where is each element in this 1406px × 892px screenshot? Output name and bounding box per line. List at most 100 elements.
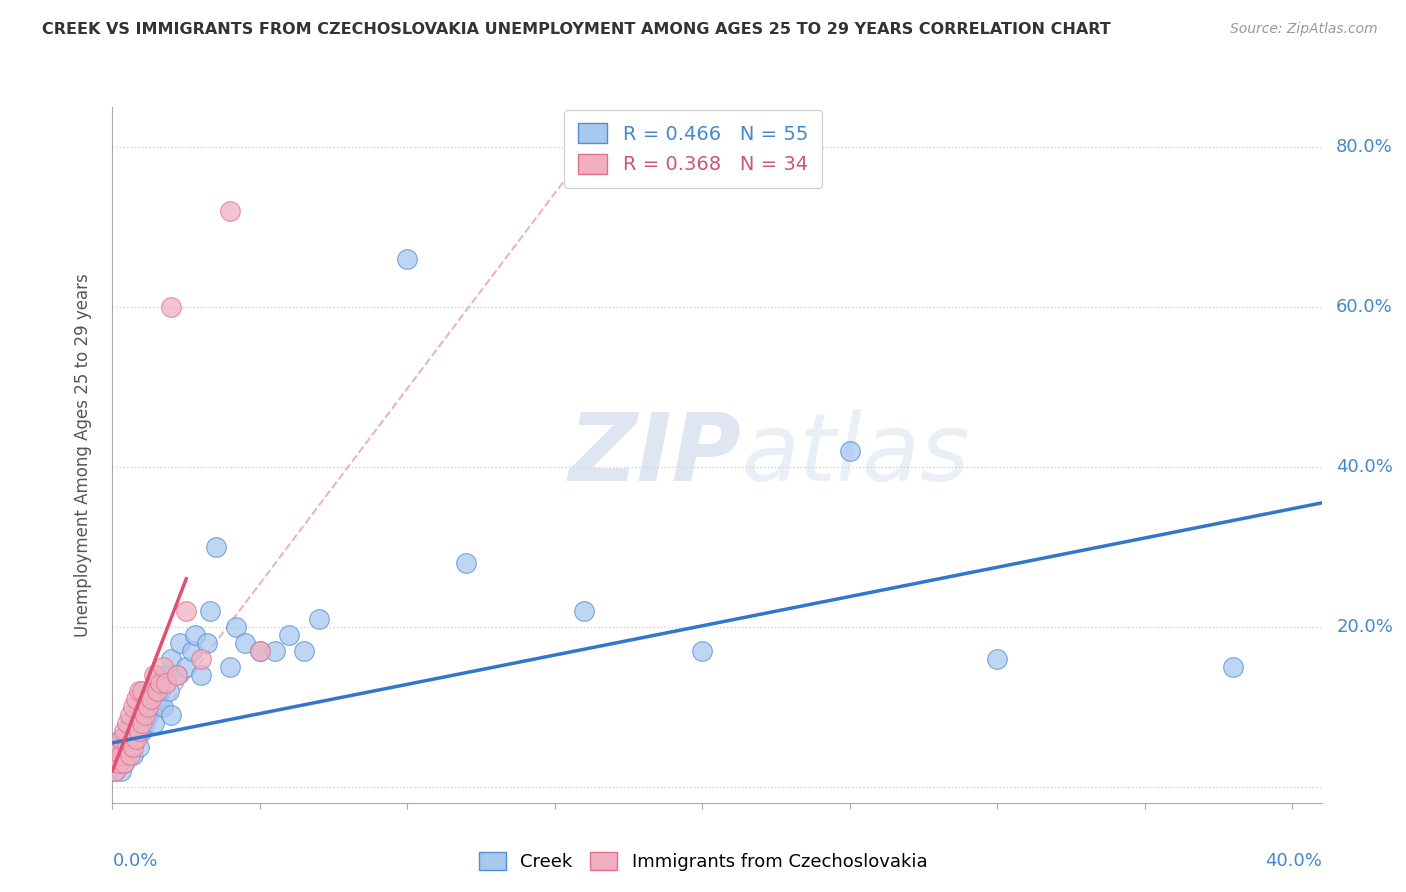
Point	[107, 756, 129, 770]
Point	[139, 691, 162, 706]
Point	[249, 644, 271, 658]
Point	[190, 652, 212, 666]
Point	[142, 715, 165, 730]
Point	[139, 699, 162, 714]
Point	[456, 556, 478, 570]
Point	[225, 620, 247, 634]
Point	[190, 668, 212, 682]
Point	[125, 731, 148, 746]
Point	[115, 739, 138, 754]
Point	[160, 652, 183, 666]
Point	[204, 540, 226, 554]
Point	[152, 660, 174, 674]
Point	[166, 668, 188, 682]
Point	[128, 723, 150, 738]
Point	[120, 747, 142, 762]
Point	[396, 252, 419, 266]
Point	[838, 444, 860, 458]
Point	[125, 691, 148, 706]
Point	[142, 668, 165, 682]
Point	[155, 676, 177, 690]
Point	[112, 723, 135, 738]
Point	[145, 691, 167, 706]
Point	[104, 747, 127, 762]
Point	[1222, 660, 1244, 674]
Point	[233, 636, 256, 650]
Text: 0.0%: 0.0%	[112, 852, 157, 870]
Point	[145, 668, 167, 682]
Point	[149, 676, 172, 690]
Point	[128, 683, 150, 698]
Point	[308, 612, 330, 626]
Point	[120, 715, 142, 730]
Point	[110, 764, 132, 778]
Point	[128, 715, 150, 730]
Point	[219, 660, 242, 674]
Point	[292, 644, 315, 658]
Point	[136, 707, 159, 722]
Point	[115, 715, 138, 730]
Text: Source: ZipAtlas.com: Source: ZipAtlas.com	[1230, 22, 1378, 37]
Point	[104, 747, 127, 762]
Point	[110, 731, 132, 746]
Point	[574, 604, 596, 618]
Point	[128, 739, 150, 754]
Point	[166, 668, 188, 682]
Point	[131, 715, 153, 730]
Point	[169, 636, 191, 650]
Text: 80.0%: 80.0%	[1336, 138, 1393, 156]
Point	[134, 691, 156, 706]
Point	[131, 699, 153, 714]
Text: atlas: atlas	[741, 409, 970, 500]
Y-axis label: Unemployment Among Ages 25 to 29 years: Unemployment Among Ages 25 to 29 years	[73, 273, 91, 637]
Point	[136, 683, 159, 698]
Point	[249, 644, 271, 658]
Legend: Creek, Immigrants from Czechoslovakia: Creek, Immigrants from Czechoslovakia	[471, 845, 935, 879]
Point	[122, 731, 145, 746]
Point	[134, 707, 156, 722]
Text: 40.0%: 40.0%	[1336, 458, 1393, 476]
Point	[107, 756, 129, 770]
Point	[104, 764, 127, 778]
Point	[110, 747, 132, 762]
Point	[149, 683, 172, 698]
Point	[122, 699, 145, 714]
Point	[160, 300, 183, 314]
Point	[131, 683, 153, 698]
Point	[155, 668, 177, 682]
Point	[104, 764, 127, 778]
Point	[152, 699, 174, 714]
Point	[692, 644, 714, 658]
Point	[112, 739, 135, 754]
Point	[986, 652, 1008, 666]
Point	[219, 204, 242, 219]
Point	[122, 739, 145, 754]
Text: ZIP: ZIP	[568, 409, 741, 501]
Point	[157, 683, 180, 698]
Point	[107, 739, 129, 754]
Text: 60.0%: 60.0%	[1336, 298, 1393, 316]
Text: CREEK VS IMMIGRANTS FROM CZECHOSLOVAKIA UNEMPLOYMENT AMONG AGES 25 TO 29 YEARS C: CREEK VS IMMIGRANTS FROM CZECHOSLOVAKIA …	[42, 22, 1111, 37]
Point	[136, 699, 159, 714]
Point	[125, 707, 148, 722]
Point	[278, 628, 301, 642]
Point	[263, 644, 285, 658]
Point	[195, 636, 218, 650]
Point	[184, 628, 207, 642]
Point	[120, 739, 142, 754]
Point	[145, 683, 167, 698]
Text: 40.0%: 40.0%	[1265, 852, 1322, 870]
Point	[120, 707, 142, 722]
Point	[110, 747, 132, 762]
Point	[160, 707, 183, 722]
Point	[115, 723, 138, 738]
Point	[115, 747, 138, 762]
Point	[122, 747, 145, 762]
Point	[131, 723, 153, 738]
Point	[112, 756, 135, 770]
Point	[134, 715, 156, 730]
Point	[115, 739, 138, 754]
Point	[181, 644, 204, 658]
Point	[110, 731, 132, 746]
Text: 20.0%: 20.0%	[1336, 618, 1393, 636]
